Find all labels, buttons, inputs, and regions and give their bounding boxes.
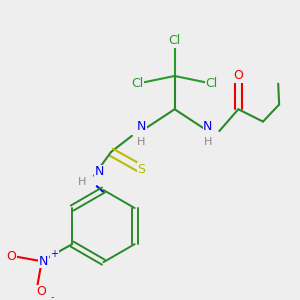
Text: H: H	[204, 137, 212, 148]
Text: H: H	[137, 137, 146, 148]
Text: O: O	[233, 70, 243, 83]
Text: O: O	[6, 250, 16, 263]
Text: -: -	[50, 292, 54, 300]
Text: S: S	[137, 163, 146, 176]
Text: Cl: Cl	[206, 77, 218, 90]
Text: Cl: Cl	[131, 77, 144, 90]
Text: H: H	[78, 177, 87, 188]
Text: O: O	[36, 285, 46, 298]
Text: N: N	[137, 120, 146, 133]
Text: N: N	[203, 120, 213, 133]
Text: N: N	[95, 165, 104, 178]
Text: Cl: Cl	[169, 34, 181, 47]
Text: +: +	[50, 249, 58, 259]
Text: N: N	[39, 255, 48, 268]
